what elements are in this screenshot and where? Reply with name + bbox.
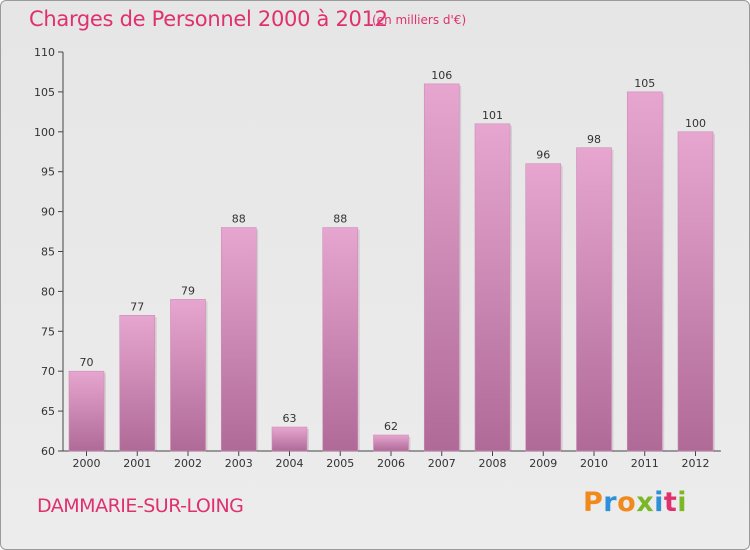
chart-title: Charges de Personnel 2000 à 2012 [29, 7, 388, 31]
logo-letter: r [603, 487, 618, 518]
x-tick-label: 2009 [529, 457, 557, 470]
bar [525, 163, 562, 452]
y-tick-label: 105 [34, 86, 55, 99]
proxiti-logo: Proxiti [583, 487, 687, 518]
data-label: 62 [384, 420, 398, 433]
bars [68, 83, 715, 452]
bar [626, 91, 663, 452]
bar [220, 227, 257, 452]
bar [68, 370, 105, 452]
y-tick-label: 80 [41, 285, 55, 298]
y-tick-label: 100 [34, 126, 55, 139]
x-tick-label: 2002 [174, 457, 202, 470]
x-tick-label: 2003 [225, 457, 253, 470]
data-label: 98 [587, 133, 601, 146]
data-label: 105 [634, 77, 655, 90]
bar [271, 426, 308, 452]
bar [373, 434, 409, 452]
y-tick-label: 60 [41, 445, 55, 458]
data-label: 63 [283, 412, 297, 425]
logo-letter: x [636, 487, 655, 518]
data-labels: 70 77 79 88 63 88 62 106 101 96 98 105 100 [80, 69, 707, 433]
logo-letter: i [677, 487, 688, 518]
data-label: 88 [333, 213, 347, 226]
x-tick-label: 2004 [276, 457, 304, 470]
bar [474, 123, 511, 452]
data-label: 77 [130, 300, 144, 313]
bar [119, 315, 156, 452]
bar [170, 299, 206, 452]
data-label: 96 [536, 149, 550, 162]
y-tick-label: 110 [34, 46, 55, 59]
data-label: 100 [685, 117, 706, 130]
y-tick-label: 70 [41, 365, 55, 378]
logo-letter: i [654, 487, 664, 518]
logo-letter: P [583, 487, 604, 518]
data-label: 79 [181, 284, 195, 297]
y-tick-label: 90 [41, 206, 55, 219]
bar [423, 83, 460, 452]
y-tick-label: 75 [41, 325, 55, 338]
data-label: 88 [232, 213, 246, 226]
x-tick-label: 2006 [377, 457, 405, 470]
data-label: 101 [482, 109, 503, 122]
x-tick-label: 2008 [479, 457, 507, 470]
city-name: DAMMARIE-SUR-LOING [37, 495, 244, 517]
x-tick-label: 2001 [123, 457, 151, 470]
x-tick-label: 2007 [428, 457, 456, 470]
y-tick-label: 85 [41, 246, 55, 259]
x-tick-label: 2011 [631, 457, 659, 470]
data-label: 70 [80, 356, 94, 369]
x-tick-label: 2010 [580, 457, 608, 470]
bar [322, 227, 359, 452]
logo-letter: t [663, 487, 678, 518]
bar [677, 131, 714, 452]
x-tick-label: 2000 [73, 457, 101, 470]
x-tick-label: 2012 [682, 457, 710, 470]
bar [576, 147, 612, 452]
x-tick-label: 2005 [326, 457, 354, 470]
chart-subtitle: (en milliers d'€) [372, 13, 467, 27]
logo-letter: o [617, 487, 637, 518]
axes: 60 65 70 75 80 85 90 95 100 105 110 2000 2001 2002 200… [34, 46, 721, 470]
y-tick-label: 65 [41, 405, 55, 418]
y-tick-label: 95 [41, 166, 55, 179]
data-label: 106 [431, 69, 452, 82]
